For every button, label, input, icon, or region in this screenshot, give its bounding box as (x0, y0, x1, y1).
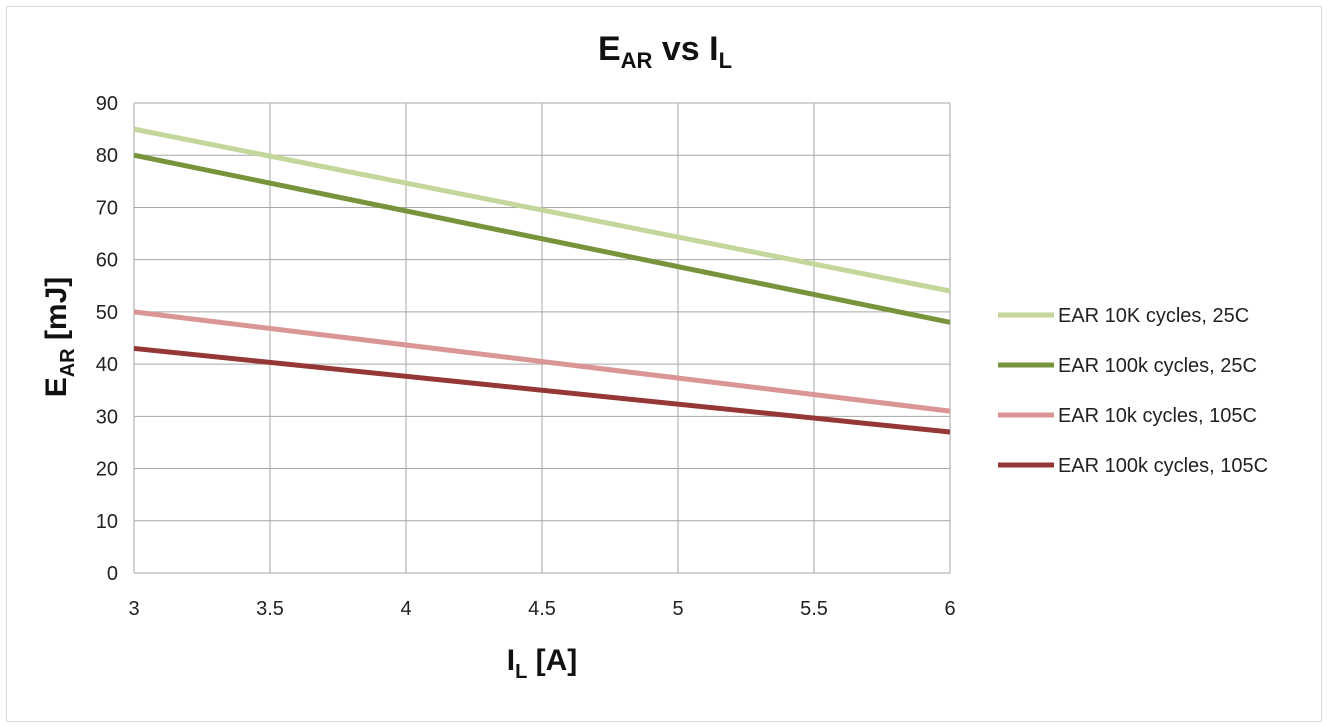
y-tick-label: 50 (96, 302, 118, 324)
legend-label: EAR 10K cycles, 25C (1058, 305, 1249, 327)
y-axis-title: EAR [mJ] (40, 277, 79, 398)
x-tick-label: 4 (400, 598, 411, 620)
legend: EAR 10K cycles, 25C EAR 100k cycles, 25C E… (998, 305, 1268, 477)
series-line-2 (133, 152, 951, 325)
x-tick-label: 3.5 (256, 598, 284, 620)
title-sub: AR (621, 48, 653, 73)
x-axis-title: IL [A] (507, 644, 578, 683)
y-tick-label: 20 (96, 459, 118, 481)
y-tick-label: 90 (96, 93, 118, 115)
y-tick-label: 80 (96, 145, 118, 167)
x-tick-label: 5 (672, 598, 683, 620)
series-line-3 (133, 309, 951, 414)
y-tick-label: 10 (96, 511, 118, 533)
title-sub2: L (719, 48, 732, 73)
y-tick-label: 70 (96, 197, 118, 219)
y-tick-label: 60 (96, 250, 118, 272)
legend-label: EAR 10k cycles, 105C (1058, 405, 1257, 427)
series-line-1 (133, 126, 951, 294)
x-tick-label: 6 (944, 598, 955, 620)
series-line-4 (133, 345, 951, 435)
legend-label: EAR 100k cycles, 105C (1058, 455, 1268, 477)
x-tick-label: 5.5 (800, 598, 828, 620)
y-tick-label: 30 (96, 406, 118, 428)
x-tick-label: 3 (128, 598, 139, 620)
y-tick-label: 40 (96, 354, 118, 376)
series-lines (133, 126, 951, 435)
x-tick-labels: 3 3.5 4 4.5 5 5.5 6 (128, 598, 955, 620)
x-tick-label: 4.5 (528, 598, 556, 620)
title-mid: vs I (652, 30, 718, 68)
grid (133, 102, 951, 574)
y-tick-label: 0 (107, 563, 118, 585)
title-main: E (598, 30, 621, 68)
legend-label: EAR 100k cycles, 25C (1058, 355, 1257, 377)
y-tick-labels: 0 10 20 30 40 50 60 70 80 90 (96, 93, 118, 585)
chart-title: EAR vs IL (598, 30, 732, 73)
